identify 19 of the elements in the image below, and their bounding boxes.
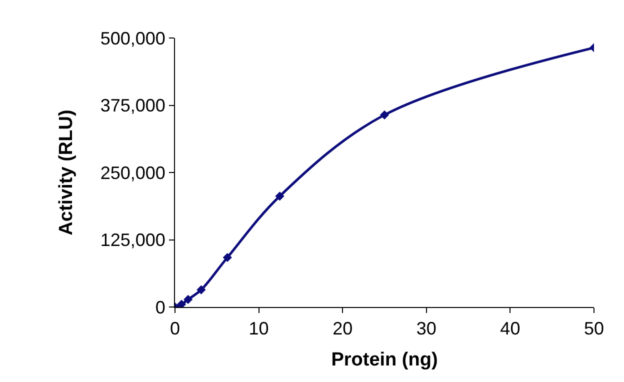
x-axis-title: Protein (ng) [331, 349, 438, 370]
y-tick-label: 0 [155, 297, 166, 318]
y-tick-label: 125,000 [100, 230, 166, 250]
x-tick-label: 30 [416, 318, 436, 339]
point [380, 110, 390, 120]
x-tick-label: 50 [584, 318, 604, 339]
x-tick-label: 0 [170, 318, 180, 339]
point [196, 285, 206, 294]
y-tick-label: 500,000 [100, 28, 166, 48]
y-tick-label: 375,000 [100, 96, 166, 116]
point [275, 192, 284, 201]
point [176, 300, 186, 307]
point [184, 294, 193, 304]
x-tick-label: 20 [332, 318, 353, 339]
point [222, 252, 232, 262]
y-axis-title: Activity (RLU) [56, 110, 78, 236]
x-tick-label: 40 [500, 318, 520, 339]
x-tick-label: 10 [248, 318, 269, 339]
y-tick-label: 250,000 [100, 162, 166, 183]
